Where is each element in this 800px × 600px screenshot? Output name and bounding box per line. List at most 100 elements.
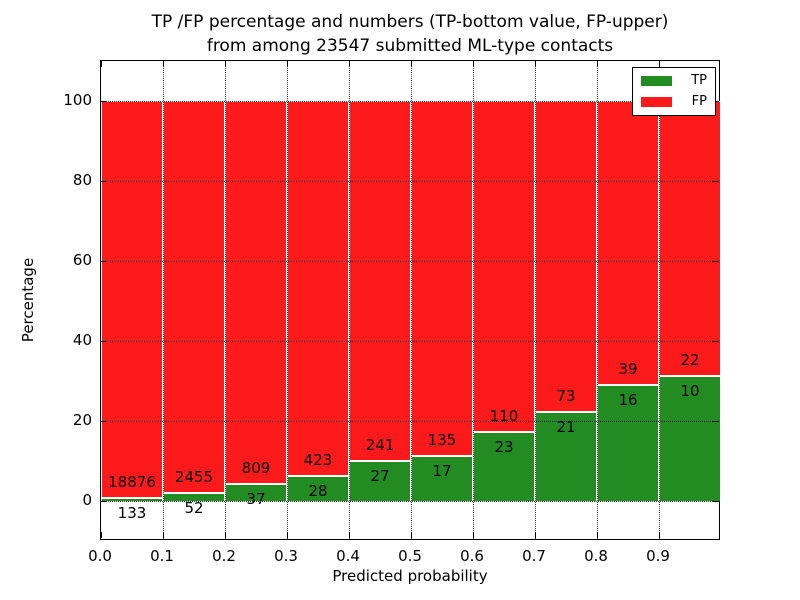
x-axis-label: Predicted probability: [332, 567, 488, 585]
legend-entry-fp: FP: [641, 95, 707, 108]
x-tick-mark: [659, 532, 660, 538]
plot-area: TP FP 18876 133 2455 52 809 37 423 28 241 27 135 17 1…: [100, 60, 721, 540]
bar-segment-fp: [287, 101, 349, 477]
y-tick-mark: [713, 181, 719, 182]
bar-segment-fp: [659, 101, 721, 376]
tp-count-label: 10: [680, 382, 700, 400]
y-tick-mark: [713, 261, 719, 262]
y-tick-label: 40: [72, 331, 92, 349]
y-gridline: [101, 101, 719, 102]
y-gridline: [101, 261, 719, 262]
y-gridline: [101, 341, 719, 342]
x-tick-mark: [659, 61, 660, 67]
x-tick-mark: [225, 61, 226, 67]
bar-segment-fp: [225, 101, 287, 484]
x-gridline: [535, 61, 536, 539]
y-tick-mark: [713, 421, 719, 422]
x-tick-label: 0.6: [460, 547, 484, 565]
x-tick-mark: [411, 61, 412, 67]
x-tick-mark: [163, 61, 164, 67]
tp-count-label: 52: [184, 498, 204, 517]
x-tick-label: 0.5: [398, 547, 422, 565]
y-gridline: [101, 421, 719, 422]
fp-count-label: 73: [556, 386, 576, 405]
x-tick-mark: [287, 61, 288, 67]
y-tick-mark: [713, 501, 719, 502]
fp-count-label: 18876: [108, 473, 156, 492]
fp-count-label: 135: [427, 431, 457, 450]
y-tick-mark: [101, 181, 107, 182]
bar-segment-fp: [101, 101, 163, 499]
tp-count-label: 21: [556, 417, 576, 436]
bar-segment-tp: [659, 376, 721, 501]
x-tick-mark: [535, 532, 536, 538]
tp-count-label: 17: [432, 462, 452, 481]
x-tick-mark: [473, 532, 474, 538]
x-tick-mark: [163, 532, 164, 538]
y-gridline: [101, 181, 719, 182]
bar-segment-tp: [287, 476, 349, 501]
x-gridline: [349, 61, 350, 539]
x-tick-mark: [597, 532, 598, 538]
chart-title: TP /FP percentage and numbers (TP-bottom…: [152, 10, 669, 58]
x-tick-mark: [535, 61, 536, 67]
x-tick-label: 0.0: [88, 547, 112, 565]
x-tick-label: 0.2: [212, 547, 236, 565]
y-tick-mark: [713, 341, 719, 342]
y-tick-mark: [101, 421, 107, 422]
x-tick-mark: [597, 61, 598, 67]
legend: TP FP: [632, 67, 716, 116]
x-tick-mark: [101, 61, 102, 67]
tp-count-label: 27: [370, 466, 390, 485]
bar-segment-tp: [535, 411, 597, 501]
x-tick-mark: [349, 532, 350, 538]
bar-segment-tp: [349, 460, 411, 501]
x-gridline: [163, 61, 164, 539]
x-tick-label: 0.3: [274, 547, 298, 565]
fp-count-label: 39: [618, 359, 638, 378]
chart-title-line1: TP /FP percentage and numbers (TP-bottom…: [151, 12, 669, 32]
x-tick-label: 0.7: [522, 547, 546, 565]
y-tick-mark: [101, 341, 107, 342]
legend-swatch-fp: [641, 96, 672, 107]
x-tick-mark: [411, 532, 412, 538]
x-tick-label: 0.9: [646, 547, 670, 565]
x-tick-label: 0.8: [584, 547, 608, 565]
x-gridline: [597, 61, 598, 539]
legend-label-fp: FP: [691, 94, 707, 109]
x-tick-mark: [473, 61, 474, 67]
y-tick-label: 100: [63, 91, 92, 109]
x-tick-label: 0.1: [150, 547, 174, 565]
fp-count-label: 809: [241, 458, 271, 477]
bar-segment-tp: [101, 498, 163, 501]
y-tick-mark: [101, 501, 107, 502]
x-tick-mark: [225, 532, 226, 538]
bar-segment-fp: [597, 101, 659, 385]
y-tick-mark: [101, 261, 107, 262]
x-tick-mark: [287, 532, 288, 538]
x-gridline: [473, 61, 474, 539]
y-tick-label: 20: [72, 411, 92, 429]
y-tick-label: 80: [72, 171, 92, 189]
legend-label-tp: TP: [691, 73, 707, 88]
tp-count-label: 23: [494, 437, 514, 456]
y-axis-label: Percentage: [19, 257, 37, 343]
bar-segment-tp: [597, 384, 659, 501]
fp-count-label: 110: [489, 406, 519, 425]
tp-count-label: 133: [117, 504, 147, 523]
x-gridline: [287, 61, 288, 539]
bar-segment-fp: [349, 101, 411, 461]
bar-segment-tp: [411, 456, 473, 501]
legend-swatch-tp: [641, 75, 672, 86]
y-tick-mark: [101, 101, 107, 102]
fp-count-label: 423: [303, 451, 333, 470]
x-gridline: [411, 61, 412, 539]
x-tick-label: 0.4: [336, 547, 360, 565]
bar-segment-fp: [473, 101, 535, 432]
bar-segment-fp: [535, 101, 597, 412]
fp-count-label: 241: [365, 435, 395, 454]
bar-segment-fp: [411, 101, 473, 457]
x-gridline: [225, 61, 226, 539]
x-gridline: [659, 61, 660, 539]
